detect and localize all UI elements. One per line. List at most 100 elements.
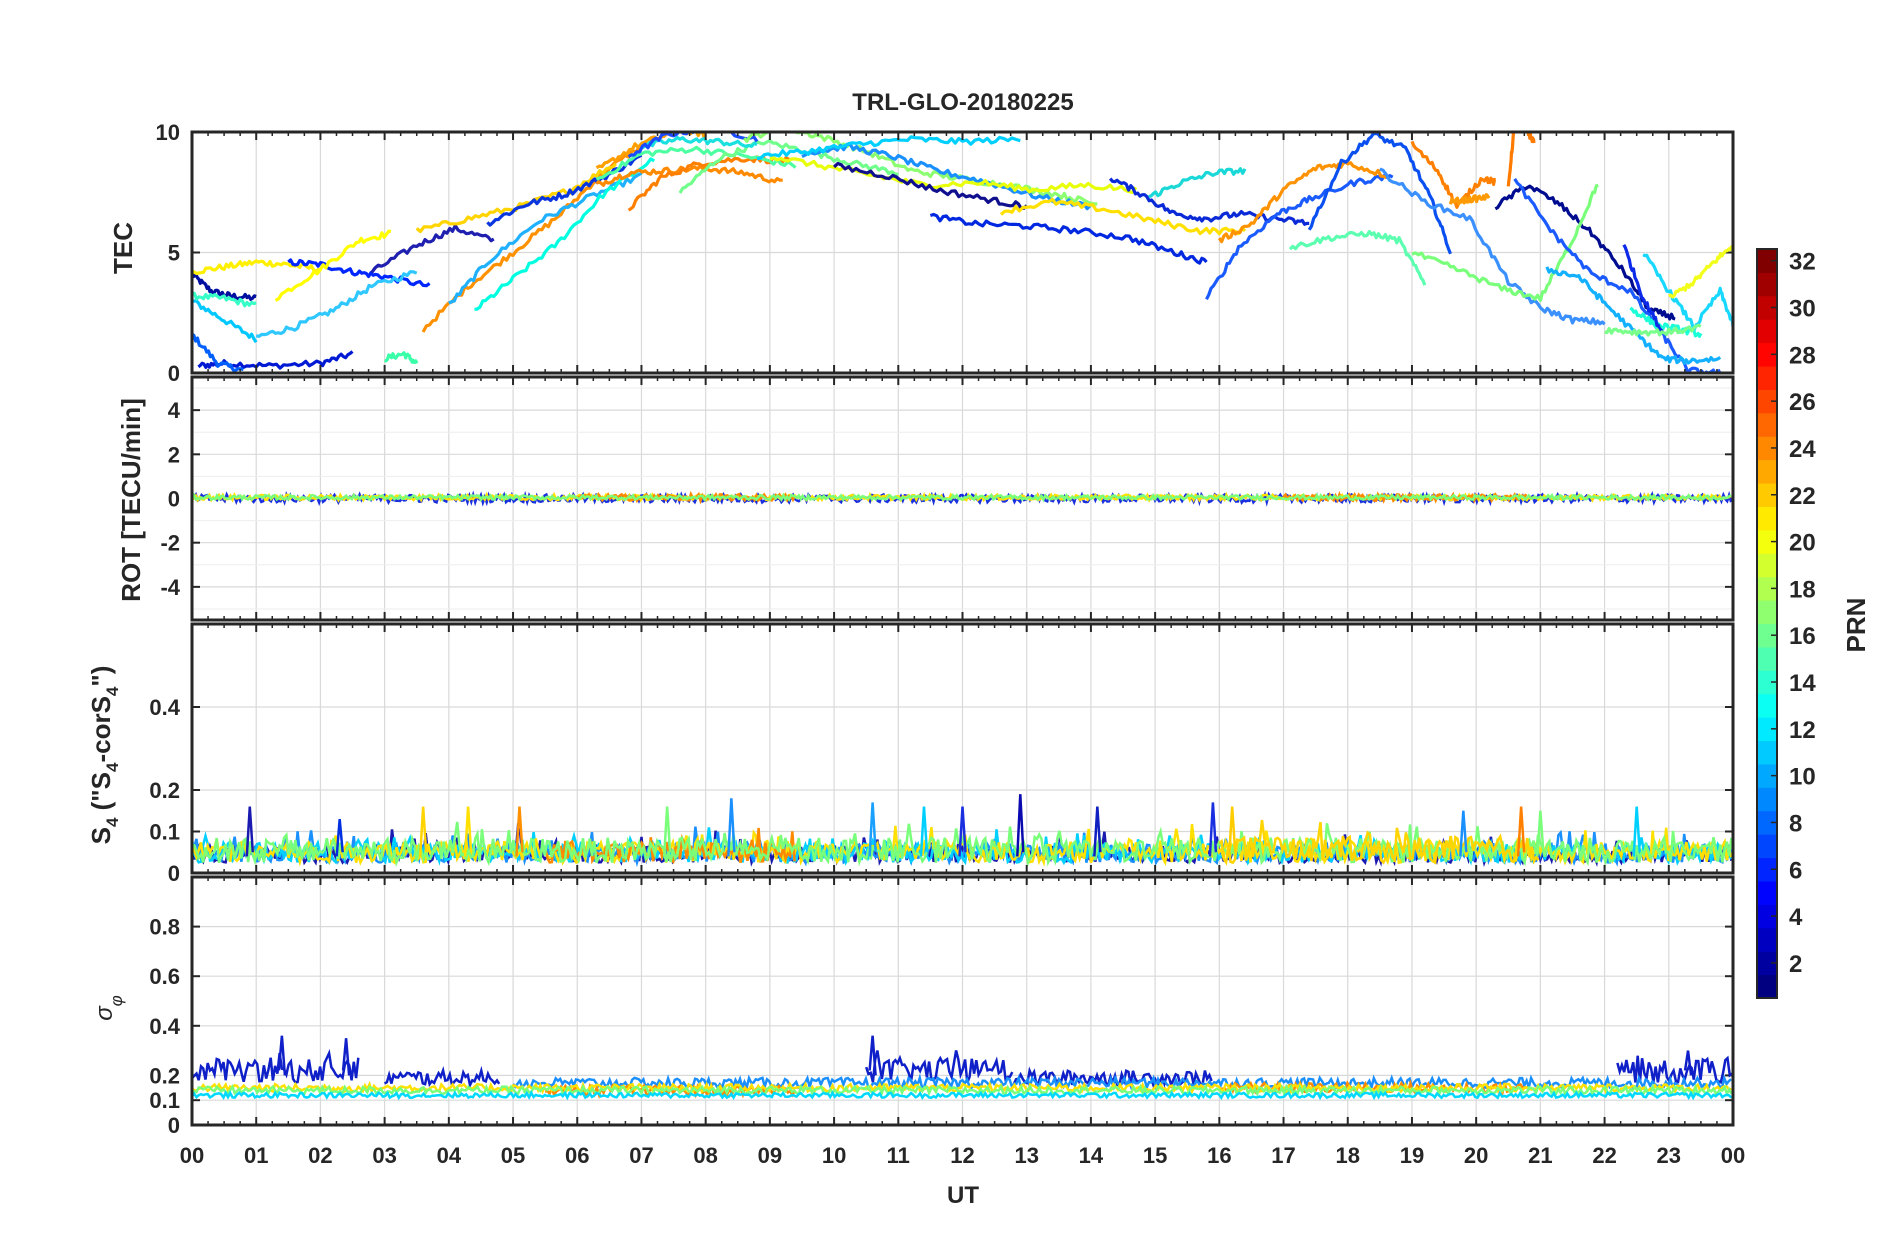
y-tick-label: 0.2: [149, 778, 180, 803]
y-tick-label: -2: [160, 531, 180, 556]
colorbar-swatch: [1757, 366, 1777, 390]
plot-frame: [190, 375, 1735, 622]
plot-frame: [190, 875, 1735, 1127]
y-tick-label: 10: [156, 120, 180, 145]
figure-title: TRL-GLO-20180225: [852, 89, 1073, 116]
ylabel-s4: S4 ("S4-corS4"): [86, 666, 122, 845]
s4-peak: [727, 798, 736, 857]
ylabel-tec: TEC: [108, 222, 138, 274]
tec-series-line: [192, 272, 257, 301]
x-tick-label: 20: [1464, 1143, 1488, 1168]
colorbar-swatch: [1757, 927, 1777, 952]
x-tick-label: 11: [887, 1143, 910, 1168]
x-tick-label: 14: [1079, 1143, 1104, 1168]
tec-series-line: [1411, 183, 1599, 302]
sigma-series-line: [192, 1083, 1733, 1098]
tec-series-line: [486, 153, 643, 227]
y-tick-label: -4: [160, 575, 180, 600]
colorbar-swatch: [1757, 951, 1777, 976]
colorbar-swatch: [1757, 319, 1777, 344]
tec-series-line: [1410, 140, 1497, 209]
colorbar-tick-label: 14: [1789, 670, 1816, 697]
colorbar-swatch: [1757, 834, 1777, 859]
x-tick-label: 01: [244, 1143, 268, 1168]
colorbar-tick-label: 18: [1789, 576, 1816, 603]
sigma-peak: [341, 1038, 351, 1076]
s4-peak: [418, 806, 428, 857]
x-tick-label: 00: [1721, 1143, 1745, 1168]
tec-series-line: [1148, 167, 1247, 199]
s4-peak: [1016, 794, 1025, 857]
x-tick-label: 09: [758, 1143, 782, 1168]
tec-series-line: [192, 259, 321, 276]
tec-series-line: [1108, 177, 1310, 226]
tec-series-line: [1205, 173, 1394, 301]
colorbar-label: PRN: [1841, 598, 1871, 653]
y-tick-label: 0.2: [149, 1063, 180, 1088]
colorbar-swatch: [1757, 974, 1777, 999]
sigma-peak: [277, 1035, 287, 1076]
panel-sigma-phi: 00.10.2 0.4 0.6 0.8: [149, 875, 1735, 1138]
colorbar-tick-label: 32: [1789, 249, 1816, 276]
x-tick-label: 05: [501, 1143, 525, 1168]
y-tick-label: 0.1: [149, 1088, 180, 1113]
colorbar-swatch: [1757, 249, 1777, 273]
x-tick-label: 22: [1592, 1143, 1616, 1168]
s4-peak: [335, 818, 344, 857]
tec-series-line: [999, 197, 1247, 236]
x-tick-label: 08: [693, 1143, 717, 1168]
colorbar-frame: [1756, 248, 1778, 999]
plot-frame: [190, 622, 1735, 875]
x-tick-label: 04: [437, 1143, 462, 1168]
s4-peak: [1208, 802, 1218, 857]
s4-peak: [245, 806, 255, 857]
tec-series-line: [384, 351, 419, 365]
x-tick-label: 19: [1400, 1143, 1424, 1168]
colorbar-swatch: [1757, 295, 1777, 320]
tec-series-line: [769, 156, 1138, 195]
tec-series-line: [1379, 167, 1606, 326]
tec-series-line: [192, 299, 258, 344]
colorbar-swatch: [1757, 506, 1777, 531]
colorbar-tick-label: 20: [1789, 530, 1816, 557]
tec-series-line: [1668, 245, 1733, 299]
colorbar-swatch: [1757, 483, 1777, 507]
colorbar-swatch: [1757, 670, 1777, 695]
x-tick-label: 07: [629, 1143, 653, 1168]
s4-peak: [919, 806, 929, 857]
y-tick-label: 0.1: [149, 820, 180, 845]
colorbar-swatch: [1757, 600, 1777, 624]
colorbar-tick-label: 28: [1789, 342, 1816, 369]
tec-series-line: [192, 332, 244, 373]
panel-tec: 0 5 10: [156, 120, 1735, 386]
x-tick-label: 23: [1657, 1143, 1681, 1168]
tec-series-line: [1622, 244, 1664, 333]
sigma-series-line: [1616, 1055, 1733, 1085]
colorbar-swatch: [1757, 904, 1777, 929]
tec-series-line: [742, 132, 1098, 206]
rot-series-line: [192, 492, 1732, 503]
s4-series-line: [1218, 819, 1540, 866]
colorbar-tick-label: 16: [1789, 623, 1816, 650]
tec-series-line: [1217, 160, 1387, 244]
sigma-series-line: [192, 1090, 1733, 1101]
tec-series-line: [833, 161, 1028, 211]
colorbar-swatch: [1757, 717, 1777, 742]
y-tick-label: 0.4: [149, 1014, 180, 1039]
colorbar-swatch: [1757, 436, 1777, 461]
x-tick-label: 15: [1143, 1143, 1167, 1168]
colorbar-tick-label: 8: [1789, 810, 1802, 837]
x-tick-label: 03: [372, 1143, 396, 1168]
tec-series-line: [274, 229, 392, 302]
tec-series-line: [627, 132, 759, 159]
tec-series-line: [1513, 178, 1721, 373]
colorbar-swatch: [1757, 389, 1777, 414]
x-axis-ticks: 00 01 02 03 04 05 06 07 08 09 10 11 12 13 14 15 16 17 18 19…: [180, 1143, 1745, 1168]
colorbar-swatch: [1757, 342, 1777, 367]
s4-peak: [958, 806, 967, 857]
x-tick-label: 10: [822, 1143, 846, 1168]
colorbar-swatch: [1757, 880, 1777, 905]
y-tick-label: 0: [168, 1113, 180, 1138]
plot-frame: [190, 130, 1735, 375]
